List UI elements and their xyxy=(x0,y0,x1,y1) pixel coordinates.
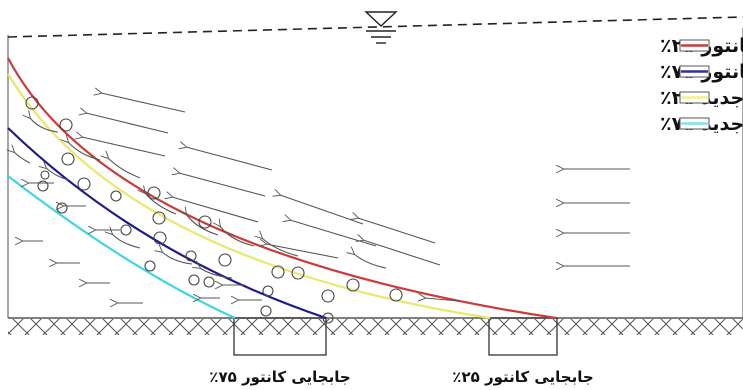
legend: کانتور ۲۵٪ کانتور ۷۵٪ کانتور جدید ۲۵٪ کا… xyxy=(660,35,743,135)
shift-box-25 xyxy=(488,317,558,356)
aquifer-frame xyxy=(7,28,743,318)
ground-base xyxy=(8,317,743,335)
eddy-circles xyxy=(25,96,403,324)
shift-label-25: جابجایی کانتور ۲۵٪ xyxy=(452,368,593,386)
shift-label-75: جابجایی کانتور ۷۵٪ xyxy=(209,368,350,386)
legend-item-contour-75: کانتور ۷۵٪ xyxy=(660,61,743,83)
flow-arrows xyxy=(22,93,630,303)
new-contour-75-curve xyxy=(7,175,236,320)
water-level-symbol xyxy=(364,11,398,44)
curved-flow-arrows xyxy=(14,118,387,279)
contour-25-curve xyxy=(7,57,557,320)
contour-75-curve xyxy=(7,127,327,320)
legend-item-contour-25: کانتور ۲۵٪ xyxy=(660,35,743,57)
shift-box-75 xyxy=(233,317,327,356)
legend-item-new-contour-25: کانتور جدید ۲۵٪ xyxy=(660,87,743,109)
new-contour-25-curve xyxy=(7,73,491,320)
water-table-line xyxy=(7,16,743,38)
legend-item-new-contour-75: کانتور جدید ۷۵٪ xyxy=(660,113,743,135)
